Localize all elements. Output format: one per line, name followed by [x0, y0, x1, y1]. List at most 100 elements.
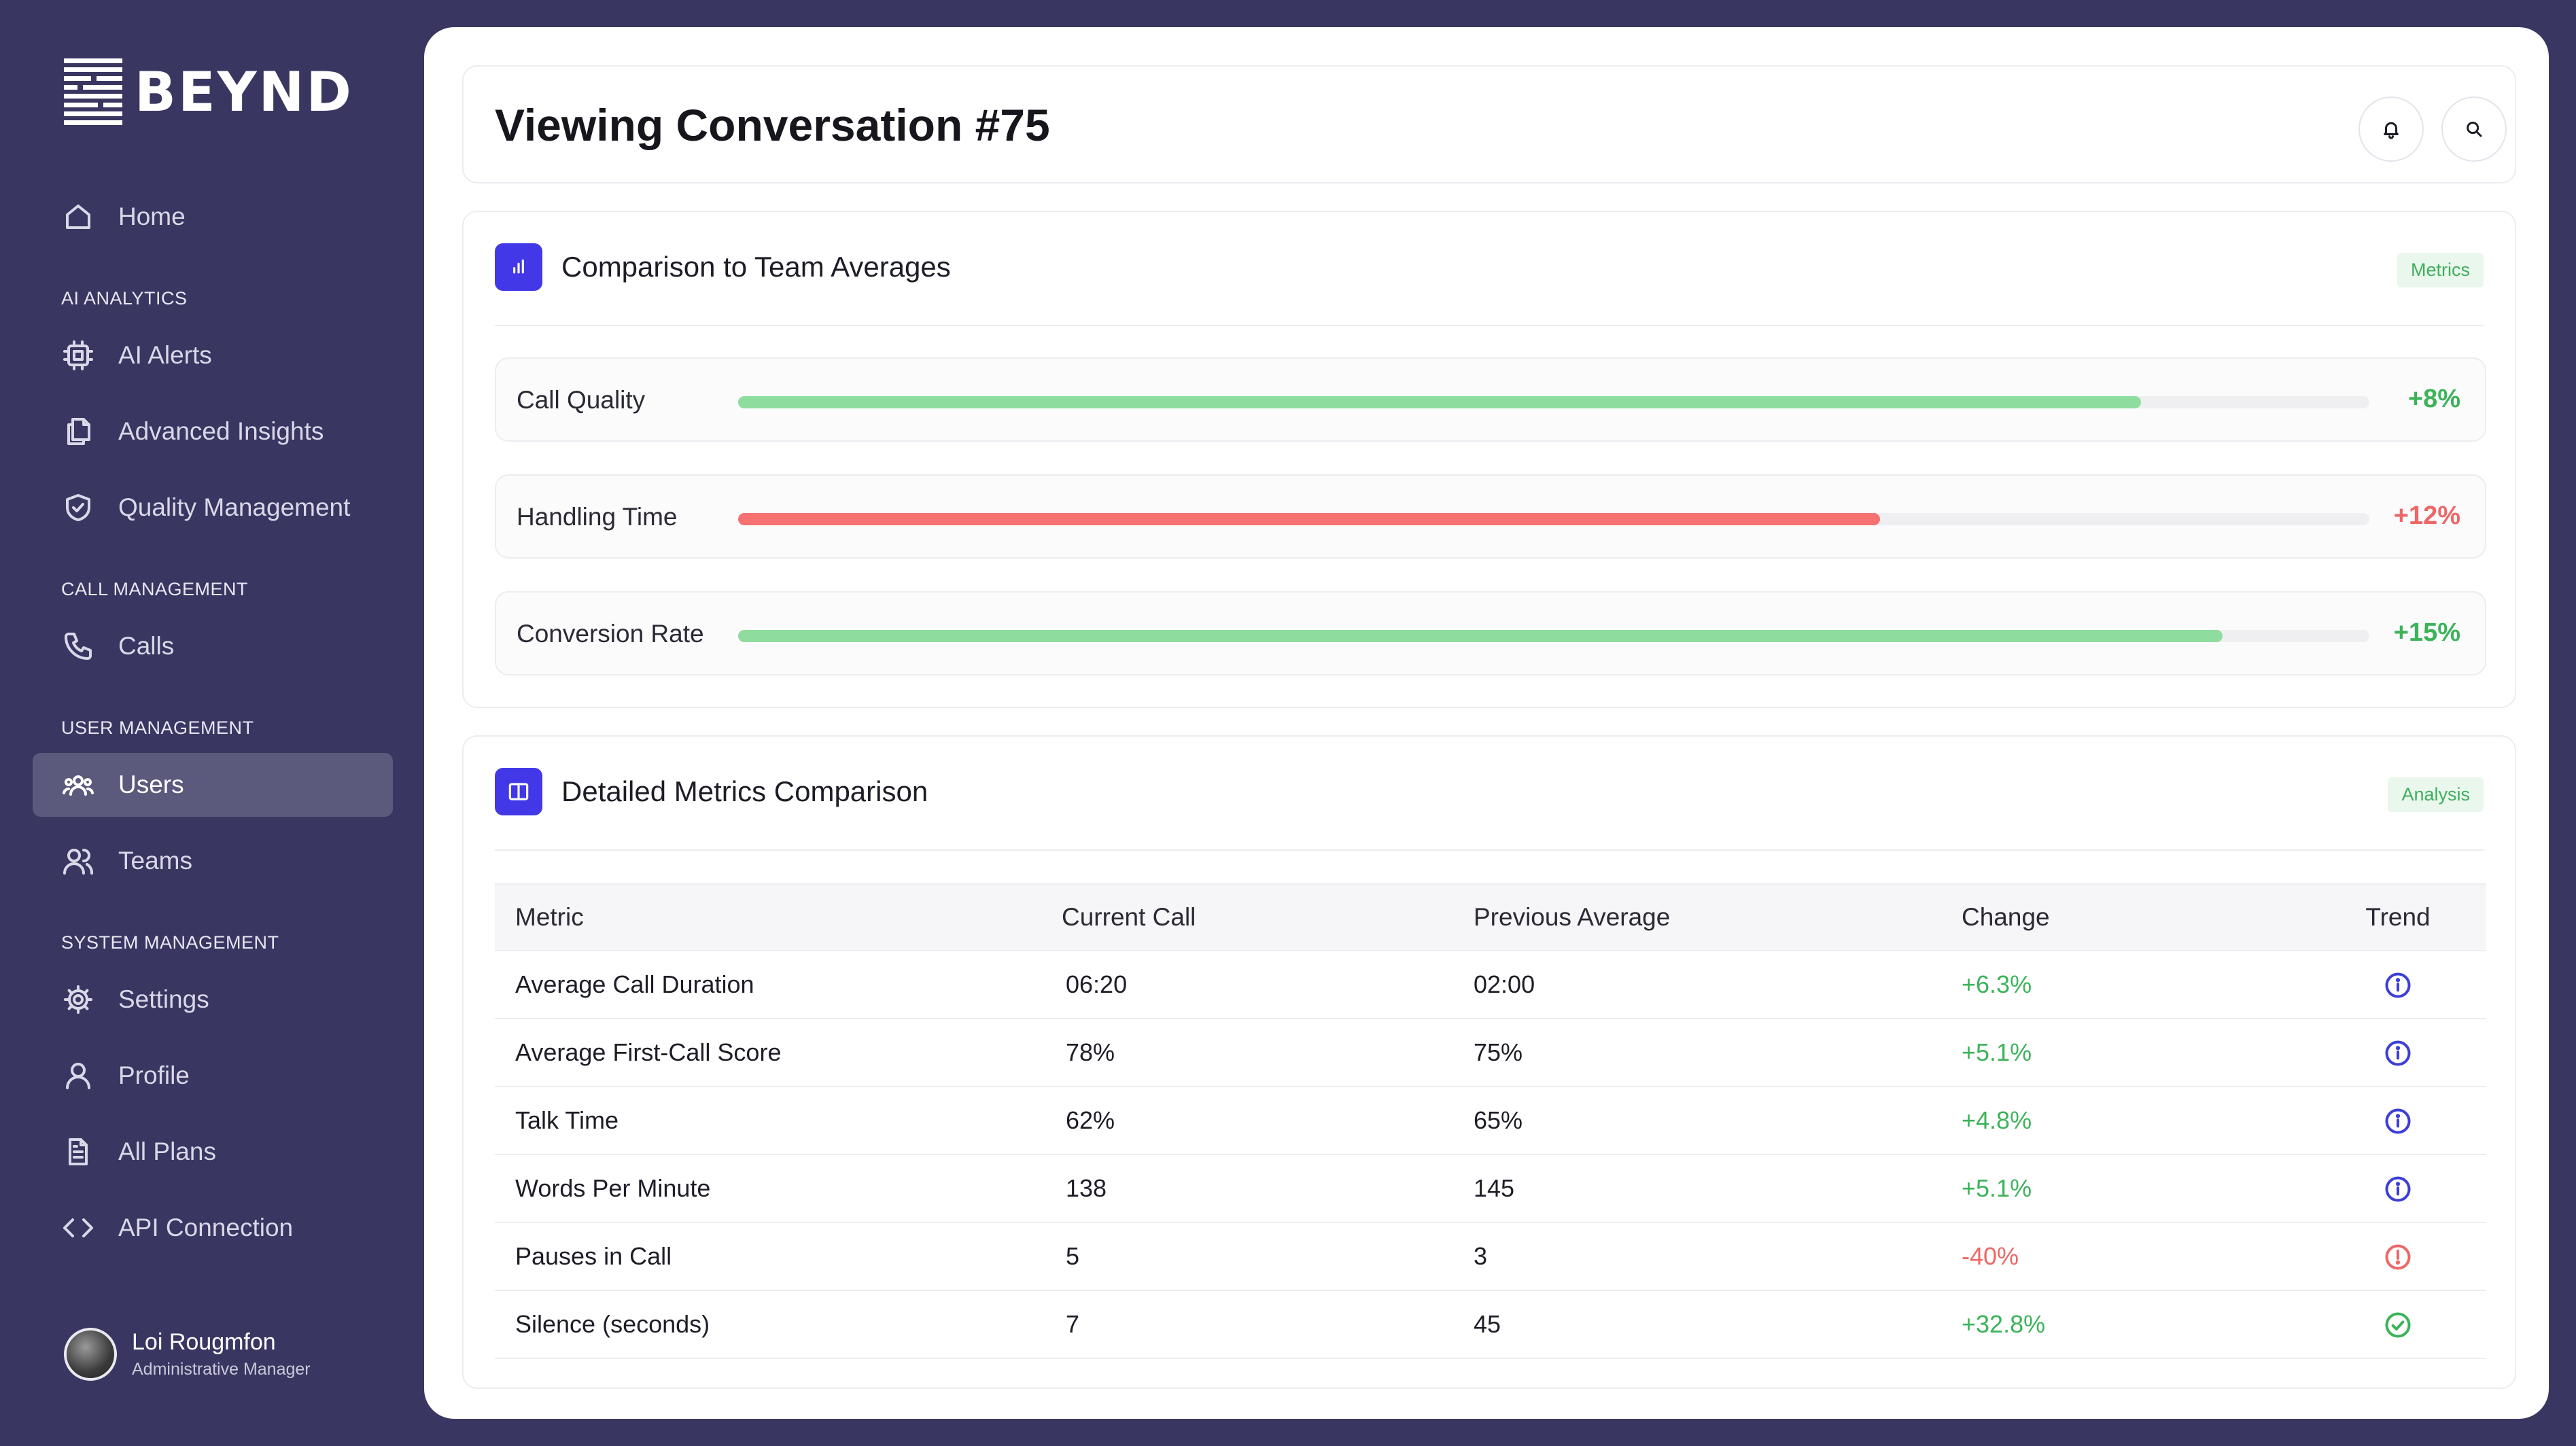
- metric-name-cell: Pauses in Call: [495, 1222, 1062, 1291]
- sidebar-item-label: AI Alerts: [118, 341, 212, 369]
- table-row: Average Call Duration 06:20 02:00 +6.3%: [495, 951, 2486, 1019]
- sidebar-item-home[interactable]: Home: [33, 185, 393, 249]
- previous-average-cell: 75%: [1474, 1019, 1962, 1087]
- trend-cell: [2310, 1222, 2486, 1291]
- section-label-ai-analytics: AI ANALYTICS: [61, 288, 188, 308]
- alert-icon[interactable]: [2383, 1242, 2413, 1272]
- current-call-cell: 7: [1062, 1290, 1474, 1359]
- bell-icon: [2384, 122, 2399, 139]
- info-icon[interactable]: [2383, 1038, 2413, 1068]
- metric-value: +8%: [2407, 385, 2460, 413]
- metric-label: Conversion Rate: [517, 620, 704, 648]
- info-icon[interactable]: [2383, 1174, 2413, 1204]
- previous-average-cell: 45: [1474, 1290, 1962, 1359]
- check-circle-icon[interactable]: [2383, 1310, 2413, 1340]
- metric-value: +15%: [2393, 618, 2460, 647]
- search-icon: [2467, 122, 2482, 137]
- sidebar-item-quality-management[interactable]: Quality Management: [33, 476, 393, 540]
- metric-value: +12%: [2393, 501, 2460, 530]
- column-header[interactable]: Previous Average: [1474, 883, 1962, 951]
- current-call-cell: 138: [1062, 1154, 1474, 1223]
- shield-check-icon: [61, 491, 95, 525]
- info-icon[interactable]: [2383, 1106, 2413, 1136]
- search-button[interactable]: [2441, 96, 2507, 162]
- book-open-icon: [495, 768, 542, 815]
- progress-fill: [738, 630, 2223, 642]
- column-header[interactable]: Trend: [2310, 883, 2486, 951]
- metric-name-cell: Average Call Duration: [495, 951, 1062, 1019]
- info-icon[interactable]: [2383, 970, 2413, 1000]
- section-label-system-management: SYSTEM MANAGEMENT: [61, 932, 279, 953]
- metric-name-cell: Average First-Call Score: [495, 1019, 1062, 1087]
- notifications-button[interactable]: [2359, 96, 2424, 162]
- previous-average-cell: 65%: [1474, 1087, 1962, 1155]
- sidebar-item-profile[interactable]: Profile: [33, 1044, 393, 1108]
- sidebar-item-all-plans[interactable]: All Plans: [33, 1120, 393, 1184]
- sidebar-item-label: Profile: [118, 1061, 190, 1089]
- change-cell: +4.8%: [1962, 1087, 2310, 1155]
- sidebar-item-teams[interactable]: Teams: [33, 829, 393, 893]
- comparison-card: Comparison to Team Averages Metrics Call…: [462, 211, 2516, 708]
- change-cell: +6.3%: [1962, 951, 2310, 1019]
- home-icon: [61, 200, 95, 234]
- sidebar-item-settings[interactable]: Settings: [33, 968, 393, 1031]
- progress-track: [738, 396, 2369, 408]
- change-cell: +5.1%: [1962, 1154, 2310, 1223]
- comparison-row: Conversion Rate +15%: [495, 591, 2486, 675]
- team-icon: [61, 844, 95, 878]
- table-row: Silence (seconds) 7 45 +32.8%: [495, 1290, 2486, 1359]
- column-header[interactable]: Metric: [495, 883, 1062, 951]
- progress-fill: [738, 513, 1880, 525]
- trend-cell: [2310, 1290, 2486, 1359]
- current-call-cell: 78%: [1062, 1019, 1474, 1087]
- analysis-tag: Analysis: [2388, 777, 2484, 812]
- sidebar-item-label: Users: [118, 771, 184, 798]
- page-title: Viewing Conversation #75: [495, 100, 1050, 150]
- detailed-header: Detailed Metrics Comparison: [495, 768, 928, 815]
- phone-icon: [61, 629, 95, 663]
- metric-name-cell: Talk Time: [495, 1087, 1062, 1155]
- documents-icon: [61, 415, 95, 448]
- table-row: Words Per Minute 138 145 +5.1%: [495, 1154, 2486, 1223]
- change-cell: +32.8%: [1962, 1290, 2310, 1359]
- sidebar-item-label: All Plans: [118, 1138, 216, 1165]
- progress-track: [738, 630, 2369, 642]
- current-call-cell: 5: [1062, 1222, 1474, 1291]
- bar-chart-icon: [495, 243, 542, 291]
- sidebar-item-api-connection[interactable]: API Connection: [33, 1196, 393, 1260]
- main-panel: Viewing Conversation #75 Comparison to T…: [424, 27, 2549, 1419]
- trend-cell: [2310, 1087, 2486, 1155]
- sidebar-item-calls[interactable]: Calls: [33, 614, 393, 678]
- comparison-title: Comparison to Team Averages: [561, 251, 951, 283]
- trend-cell: [2310, 951, 2486, 1019]
- current-call-cell: 06:20: [1062, 951, 1474, 1019]
- sidebar-item-ai-alerts[interactable]: AI Alerts: [33, 323, 393, 387]
- user-profile[interactable]: Loi Rougmfon Administrative Manager: [64, 1328, 311, 1381]
- table-row: Average First-Call Score 78% 75% +5.1%: [495, 1019, 2486, 1087]
- gear-icon: [61, 983, 95, 1017]
- brand-logo[interactable]: BEYND: [64, 58, 353, 125]
- divider: [495, 325, 2484, 326]
- metric-label: Call Quality: [517, 386, 646, 414]
- column-header[interactable]: Change: [1962, 883, 2310, 951]
- change-cell: +5.1%: [1962, 1019, 2310, 1087]
- sidebar-item-users[interactable]: Users: [33, 753, 393, 817]
- comparison-row: Call Quality +8%: [495, 357, 2486, 442]
- section-label-call-management: CALL MANAGEMENT: [61, 579, 249, 599]
- table-row: Talk Time 62% 65% +4.8%: [495, 1087, 2486, 1155]
- sidebar-item-label: API Connection: [118, 1214, 294, 1241]
- metrics-tag: Metrics: [2397, 253, 2484, 287]
- detailed-title: Detailed Metrics Comparison: [561, 775, 928, 807]
- table-header-row: Metric Current Call Previous Average Cha…: [495, 883, 2486, 951]
- comparison-header: Comparison to Team Averages: [495, 243, 951, 291]
- sidebar-item-advanced-insights[interactable]: Advanced Insights: [33, 400, 393, 463]
- avatar: [64, 1328, 117, 1381]
- detailed-metrics-card: Detailed Metrics Comparison Analysis Met…: [462, 735, 2516, 1389]
- user-role: Administrative Manager: [132, 1360, 311, 1379]
- sidebar-item-label: Teams: [118, 847, 192, 875]
- column-header[interactable]: Current Call: [1062, 883, 1474, 951]
- sidebar-item-label: Quality Management: [118, 493, 351, 521]
- document-icon: [61, 1135, 95, 1169]
- metric-label: Handling Time: [517, 503, 678, 531]
- table-row: Pauses in Call 5 3 -40%: [495, 1222, 2486, 1291]
